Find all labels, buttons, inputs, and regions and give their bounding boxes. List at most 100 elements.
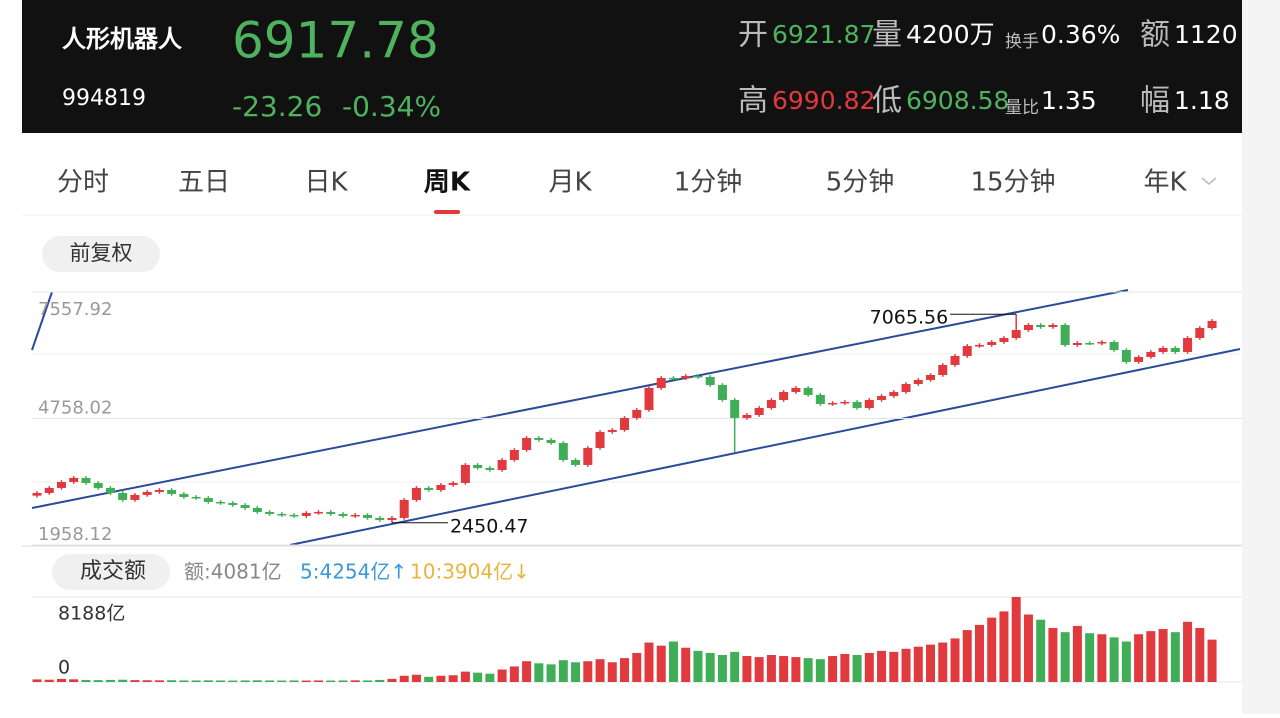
candle-body [460,464,470,483]
tab[interactable]: 1分钟 [674,168,743,198]
volume-bar [656,645,666,682]
field-value: 6921.87 [772,20,875,49]
candle-body [191,496,201,499]
volume-bar [717,655,727,682]
candle-body [1134,356,1144,362]
volume-bar [1109,637,1119,682]
volume-bar [485,673,495,682]
volume-bar [889,651,899,682]
candle-body [668,377,678,380]
candle-body [289,514,299,517]
candle-body [889,391,899,397]
volume-bar [938,642,948,682]
price: 6917.78 [232,12,439,70]
tab[interactable]: 日K [304,168,348,198]
volume-title: 成交额 [80,559,146,584]
candle-body [350,514,360,517]
volume-bar [546,664,556,682]
adjust-button-bg[interactable] [42,236,160,272]
candle-body [228,502,238,505]
volume-bar [607,662,617,682]
tab[interactable]: 15分钟 [970,168,1055,198]
candle-body [926,374,936,380]
candle-body [1072,343,1082,345]
candle-body [1121,350,1131,362]
candle-body [105,487,115,493]
field-value: 4200万 [906,20,995,49]
trend-line [31,291,53,351]
candle-body [1011,329,1021,338]
volume-bar [534,663,544,682]
volume-legend: 5:4254亿↑ [300,560,407,584]
volume-bar [681,647,691,682]
candle-body [595,431,605,448]
volume-bar [1011,597,1021,682]
candle-body [387,517,397,520]
candle-body [815,394,825,404]
volume-bar [130,680,140,682]
volume-bar [105,679,115,682]
candle-body [864,399,874,408]
adjust-button[interactable]: 前复权 [70,241,133,265]
candle-body [497,459,507,470]
stock-code: 994819 [62,86,146,111]
candle-body [1170,347,1180,352]
volume-bar [265,680,275,682]
candle-body [216,501,226,504]
field-value: 1.35 [1041,86,1097,115]
candle-body [962,345,972,356]
candle-body [656,377,666,388]
volume-bar [1121,641,1131,682]
candle-body [81,477,91,483]
candle-body [717,384,727,400]
volume-bar [877,650,887,682]
candle-body [974,344,984,347]
volume-bar [228,680,238,682]
trend-line [31,289,1129,509]
tab[interactable]: 年K [1143,168,1187,198]
volume-bar [473,672,483,682]
volume-bar [142,680,152,682]
candle-body [32,492,42,496]
side-strip [1242,0,1280,714]
tab[interactable]: 分时 [57,168,109,198]
candle-body [779,391,789,400]
field-label: 高 [738,84,768,119]
candle-body [742,414,752,418]
candle-body [546,439,556,443]
tab[interactable]: 周K [424,168,471,198]
tabs: 分时 五日 日K 周K 月K 1分钟 5分钟 15分钟 年K [57,168,1217,214]
field-label: 额 [1140,18,1170,53]
candle-body [693,375,703,378]
volume-bar [558,660,568,682]
volume-bar [436,675,446,682]
annotation: 2450.47 [450,515,529,537]
candle-body [1158,347,1168,352]
volume-bar [999,611,1009,682]
volume-bar [1036,619,1046,682]
candle-body [252,507,262,512]
volume-bar [1183,621,1193,682]
tab-indicator [434,210,460,214]
field-label: 开 [738,18,768,53]
candle-body [791,387,801,392]
y-tick-label: 1958.12 [38,524,112,545]
tab[interactable]: 五日 [178,168,230,198]
candle-body [56,481,66,488]
volume-bar [81,679,91,682]
volume-bar [1072,625,1082,682]
volume-bar [289,680,299,682]
volume-bar [301,680,311,682]
volume-bar [742,656,752,682]
tab[interactable]: 月K [548,168,592,198]
candle-body [620,417,630,430]
candle-body [987,342,997,345]
tab[interactable]: 5分钟 [826,168,895,198]
candle-body [424,487,434,490]
candle-body [69,477,79,482]
volume-bar [705,652,715,682]
candle-body [1085,343,1095,345]
volume-bar [583,661,593,682]
volume-bar [497,669,507,682]
volume-bar [203,680,213,682]
